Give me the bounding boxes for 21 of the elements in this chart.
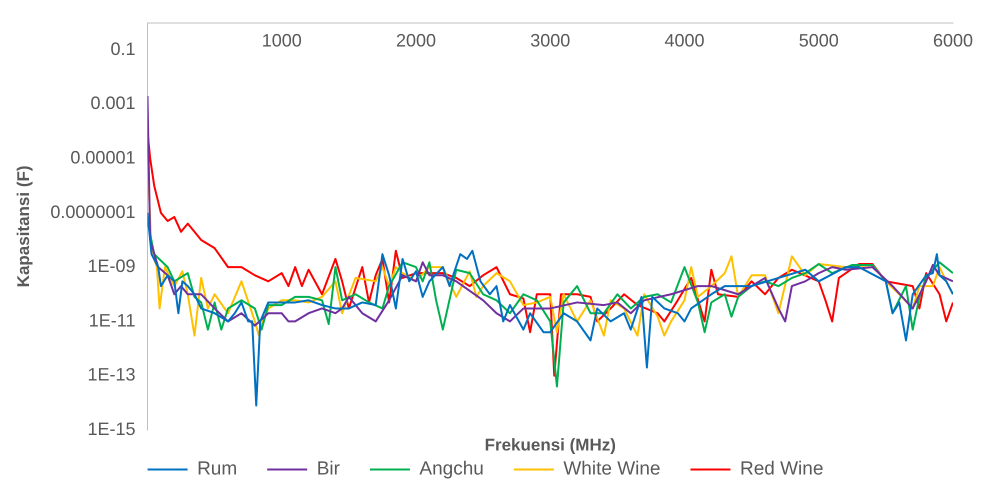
y-tick-label: 1E-11 [88,310,136,330]
legend-label: Red Wine [740,458,824,480]
y-tick-label: 0.00001 [70,148,136,168]
y-tick-label: 0.1 [110,38,136,59]
x-tick-label: 4000 [664,30,705,51]
y-tick-label: 0.001 [90,93,136,114]
legend-label: Bir [316,458,341,480]
x-axis-title: Frekuensi (MHz) [484,436,616,455]
x-tick-label: 5000 [798,30,839,51]
x-tick-label: 1000 [262,30,302,51]
legend-label: Rum [197,458,238,480]
y-tick-label: 0.0000001 [50,202,136,222]
y-axis-title: Kapasitansi (F) [14,165,33,288]
x-tick-label: 6000 [932,30,973,51]
x-tick-label: 3000 [530,30,570,51]
legend-label: White Wine [563,458,660,480]
y-tick-label: 1E-15 [87,418,136,439]
y-tick-label: 1E-09 [87,256,136,276]
legend-label: Angchu [419,458,484,480]
x-tick-label: 2000 [396,30,436,51]
y-tick-label: 1E-13 [87,364,136,385]
